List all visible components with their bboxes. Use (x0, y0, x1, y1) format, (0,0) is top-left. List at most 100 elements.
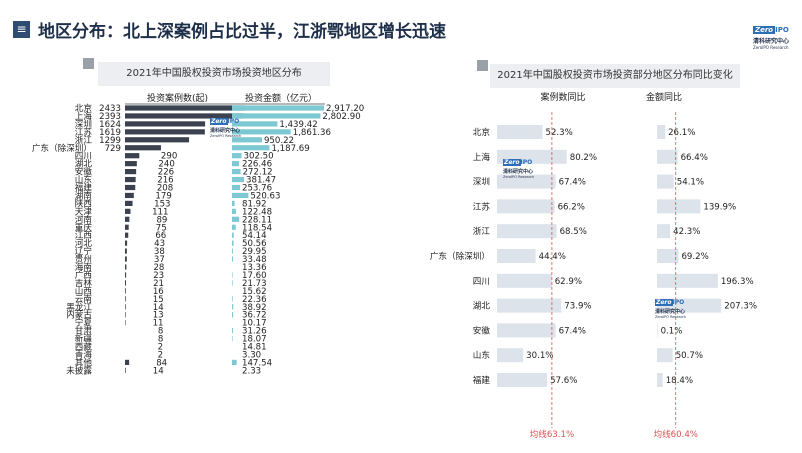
amount-yoy-label: 54.1% (677, 178, 704, 188)
amount-bar (232, 105, 324, 111)
count-yoy-label: 62.9% (555, 277, 582, 287)
category-label: 辽宁 (75, 245, 92, 257)
amount-bar (232, 256, 234, 262)
amount-value-label: 31.26 (242, 327, 267, 337)
amount-yoy-label: 66.4% (681, 153, 708, 163)
count-value-label: 1619 (99, 128, 121, 138)
count-value-label: 23 (153, 271, 164, 281)
count-yoy-bar (497, 298, 562, 313)
count-value-label: 2 (158, 343, 163, 353)
count-yoy-label: 30.1% (526, 351, 553, 361)
category-label: 深圳 (75, 119, 92, 130)
count-value-label: 226 (158, 168, 174, 178)
yoy-category-label: 上海 (473, 151, 491, 163)
amount-bar (232, 176, 245, 183)
count-bar (125, 121, 206, 127)
category-label: 浙江 (75, 134, 93, 146)
amount-yoy-bar (657, 348, 673, 363)
amount-bar (232, 304, 234, 310)
count-bar (125, 224, 129, 230)
amount-value-label: 950.22 (264, 136, 294, 146)
yoy-category-label: 山东 (473, 349, 491, 361)
count-yoy-bar (497, 199, 555, 214)
yoy-category-label: 四川 (473, 277, 490, 287)
category-label: 甘肃 (75, 325, 93, 337)
amount-value-label: 10.17 (242, 319, 267, 329)
count-value-label: 2433 (99, 104, 121, 114)
amount-avg-label: 均线60.4% (653, 428, 698, 440)
count-bar (125, 105, 245, 111)
count-value-label: 2 (158, 350, 163, 360)
count-bar (125, 184, 136, 191)
yoy-category-label: 北京 (473, 126, 491, 138)
count-value-label: 1299 (99, 136, 121, 146)
amount-bar (232, 113, 321, 119)
count-yoy-bar (497, 373, 548, 387)
amount-yoy-bar (657, 373, 663, 387)
count-value-label: 43 (154, 239, 165, 249)
amount-yoy-bar (657, 224, 671, 239)
count-yoy-label: 67.4% (559, 178, 586, 188)
amount-yoy-label: 18.4% (666, 376, 693, 386)
yoy-category-label: 广东（除深圳） (430, 250, 490, 262)
category-label: 天津 (75, 206, 93, 217)
count-bar (125, 288, 126, 294)
left-panel-marker (83, 58, 94, 69)
count-bar (125, 137, 190, 143)
category-label: 陕西 (75, 197, 93, 209)
category-label: 广东（除深圳） (32, 142, 92, 154)
category-label: 宁夏 (75, 317, 93, 329)
count-yoy-bar (497, 273, 552, 288)
amount-yoy-label: 196.3% (721, 277, 754, 287)
amount-value-label: 228.11 (242, 215, 272, 225)
amount-bar (232, 137, 262, 143)
zeroipo-logo: Zero IPO 清科研究中心 ZeroIPO Research (753, 26, 790, 50)
count-value-label: 240 (158, 160, 174, 170)
count-value-label: 13 (153, 311, 164, 321)
category-label: 吉林 (75, 277, 93, 289)
amount-value-label: 38.92 (242, 303, 267, 313)
page-header: ≡ 地区分布：北上深案例占比过半，江浙鄂地区增长迅速 Zero IPO 清科研究中… (0, 0, 802, 52)
amount-value-label: 3.30 (242, 350, 261, 360)
count-bar (125, 280, 127, 286)
amount-bar (232, 272, 233, 278)
count-bar (125, 367, 126, 373)
category-label: 海南 (75, 261, 93, 273)
right-chart-title: 2021年中国股权投资市场投资部分地区分布同比变化 (490, 64, 740, 88)
amount-value-label: 2,802.90 (322, 112, 360, 122)
amount-yoy-bar (657, 298, 722, 313)
category-label: 内蒙古 (66, 309, 92, 321)
count-value-label: 38 (154, 247, 165, 257)
count-value-label: 179 (155, 191, 171, 201)
count-value-label: 66 (155, 231, 166, 241)
amount-value-label: 81.92 (242, 199, 267, 209)
category-label: 重庆 (75, 221, 93, 233)
legend-amount: 投资金额（亿元） (245, 92, 317, 104)
count-value-label: 11 (153, 319, 164, 329)
count-yoy-bar (497, 348, 524, 363)
yoy-category-label: 浙江 (473, 225, 491, 237)
count-bar (125, 312, 126, 318)
count-bar (125, 240, 128, 246)
count-value-label: 111 (152, 207, 168, 217)
count-value-label: 14 (153, 303, 164, 313)
watermark-logo: ZeroIPO 清科研究中心 ZeroIPO Research (655, 299, 687, 319)
legend-count: 投资案例数(起) (147, 92, 208, 104)
amount-bar (232, 200, 235, 206)
amount-bar (232, 161, 240, 167)
category-label: 北京 (75, 102, 93, 114)
amount-yoy-label: 207.3% (724, 302, 757, 312)
category-label: 上海 (75, 110, 93, 122)
category-label: 湖北 (75, 159, 93, 170)
amount-bar (232, 224, 236, 230)
count-yoy-bar (497, 174, 556, 189)
count-bar (125, 208, 131, 214)
count-yoy-label: 68.5% (560, 227, 587, 237)
count-value-label: 290 (161, 152, 177, 162)
category-label: 贵州 (75, 253, 92, 265)
col-header-amount-yoy: 金额同比 (646, 91, 682, 103)
count-bar (125, 169, 137, 175)
count-value-label: 153 (154, 199, 170, 209)
count-bar (125, 232, 129, 238)
